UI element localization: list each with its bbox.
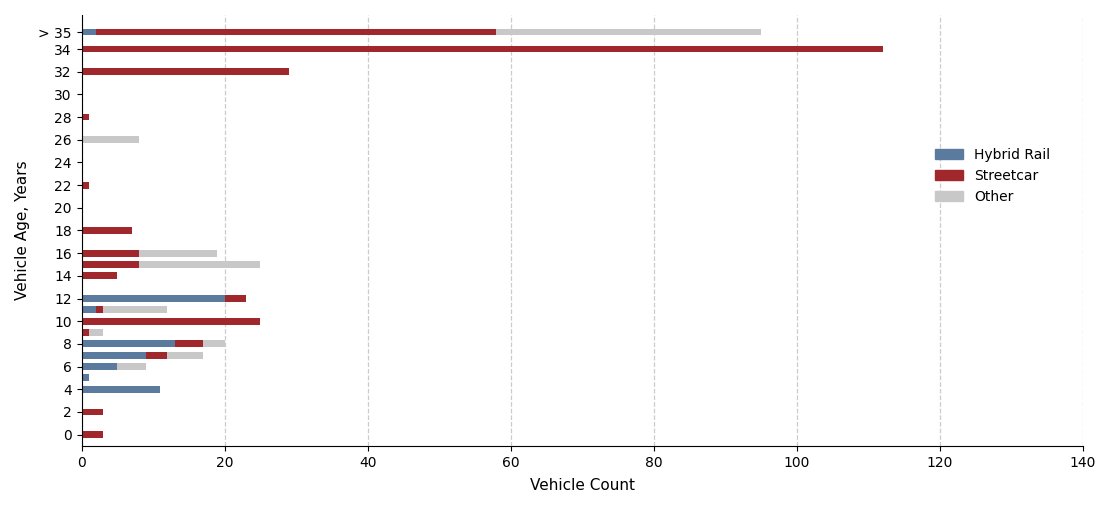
X-axis label: Vehicle Count: Vehicle Count (530, 478, 634, 493)
Bar (81, 363, 118, 370)
Bar (118, 363, 146, 370)
Bar (81, 68, 289, 75)
Bar (81, 318, 260, 325)
Legend: Hybrid Rail, Streetcar, Other: Hybrid Rail, Streetcar, Other (930, 143, 1055, 210)
Bar (81, 431, 103, 438)
Bar (81, 250, 139, 257)
Bar (81, 340, 174, 347)
Bar (146, 352, 168, 359)
Bar (89, 329, 103, 336)
Bar (81, 352, 146, 359)
Bar (96, 306, 103, 313)
Bar (81, 306, 96, 313)
Bar (81, 272, 118, 279)
Bar (81, 46, 882, 52)
Bar (81, 295, 224, 302)
Bar (81, 227, 131, 234)
Bar (81, 182, 89, 188)
Bar (224, 295, 246, 302)
Bar (103, 306, 168, 313)
Bar (81, 136, 139, 143)
Bar (497, 28, 761, 36)
Bar (81, 408, 103, 416)
Bar (139, 250, 218, 257)
Bar (139, 261, 260, 268)
Bar (96, 28, 497, 36)
Bar (81, 28, 96, 36)
Bar (81, 386, 160, 393)
Bar (174, 340, 203, 347)
Bar (81, 261, 139, 268)
Bar (81, 114, 89, 120)
Y-axis label: Vehicle Age, Years: Vehicle Age, Years (16, 161, 30, 300)
Bar (168, 352, 203, 359)
Bar (81, 374, 89, 382)
Bar (81, 329, 89, 336)
Bar (203, 340, 224, 347)
